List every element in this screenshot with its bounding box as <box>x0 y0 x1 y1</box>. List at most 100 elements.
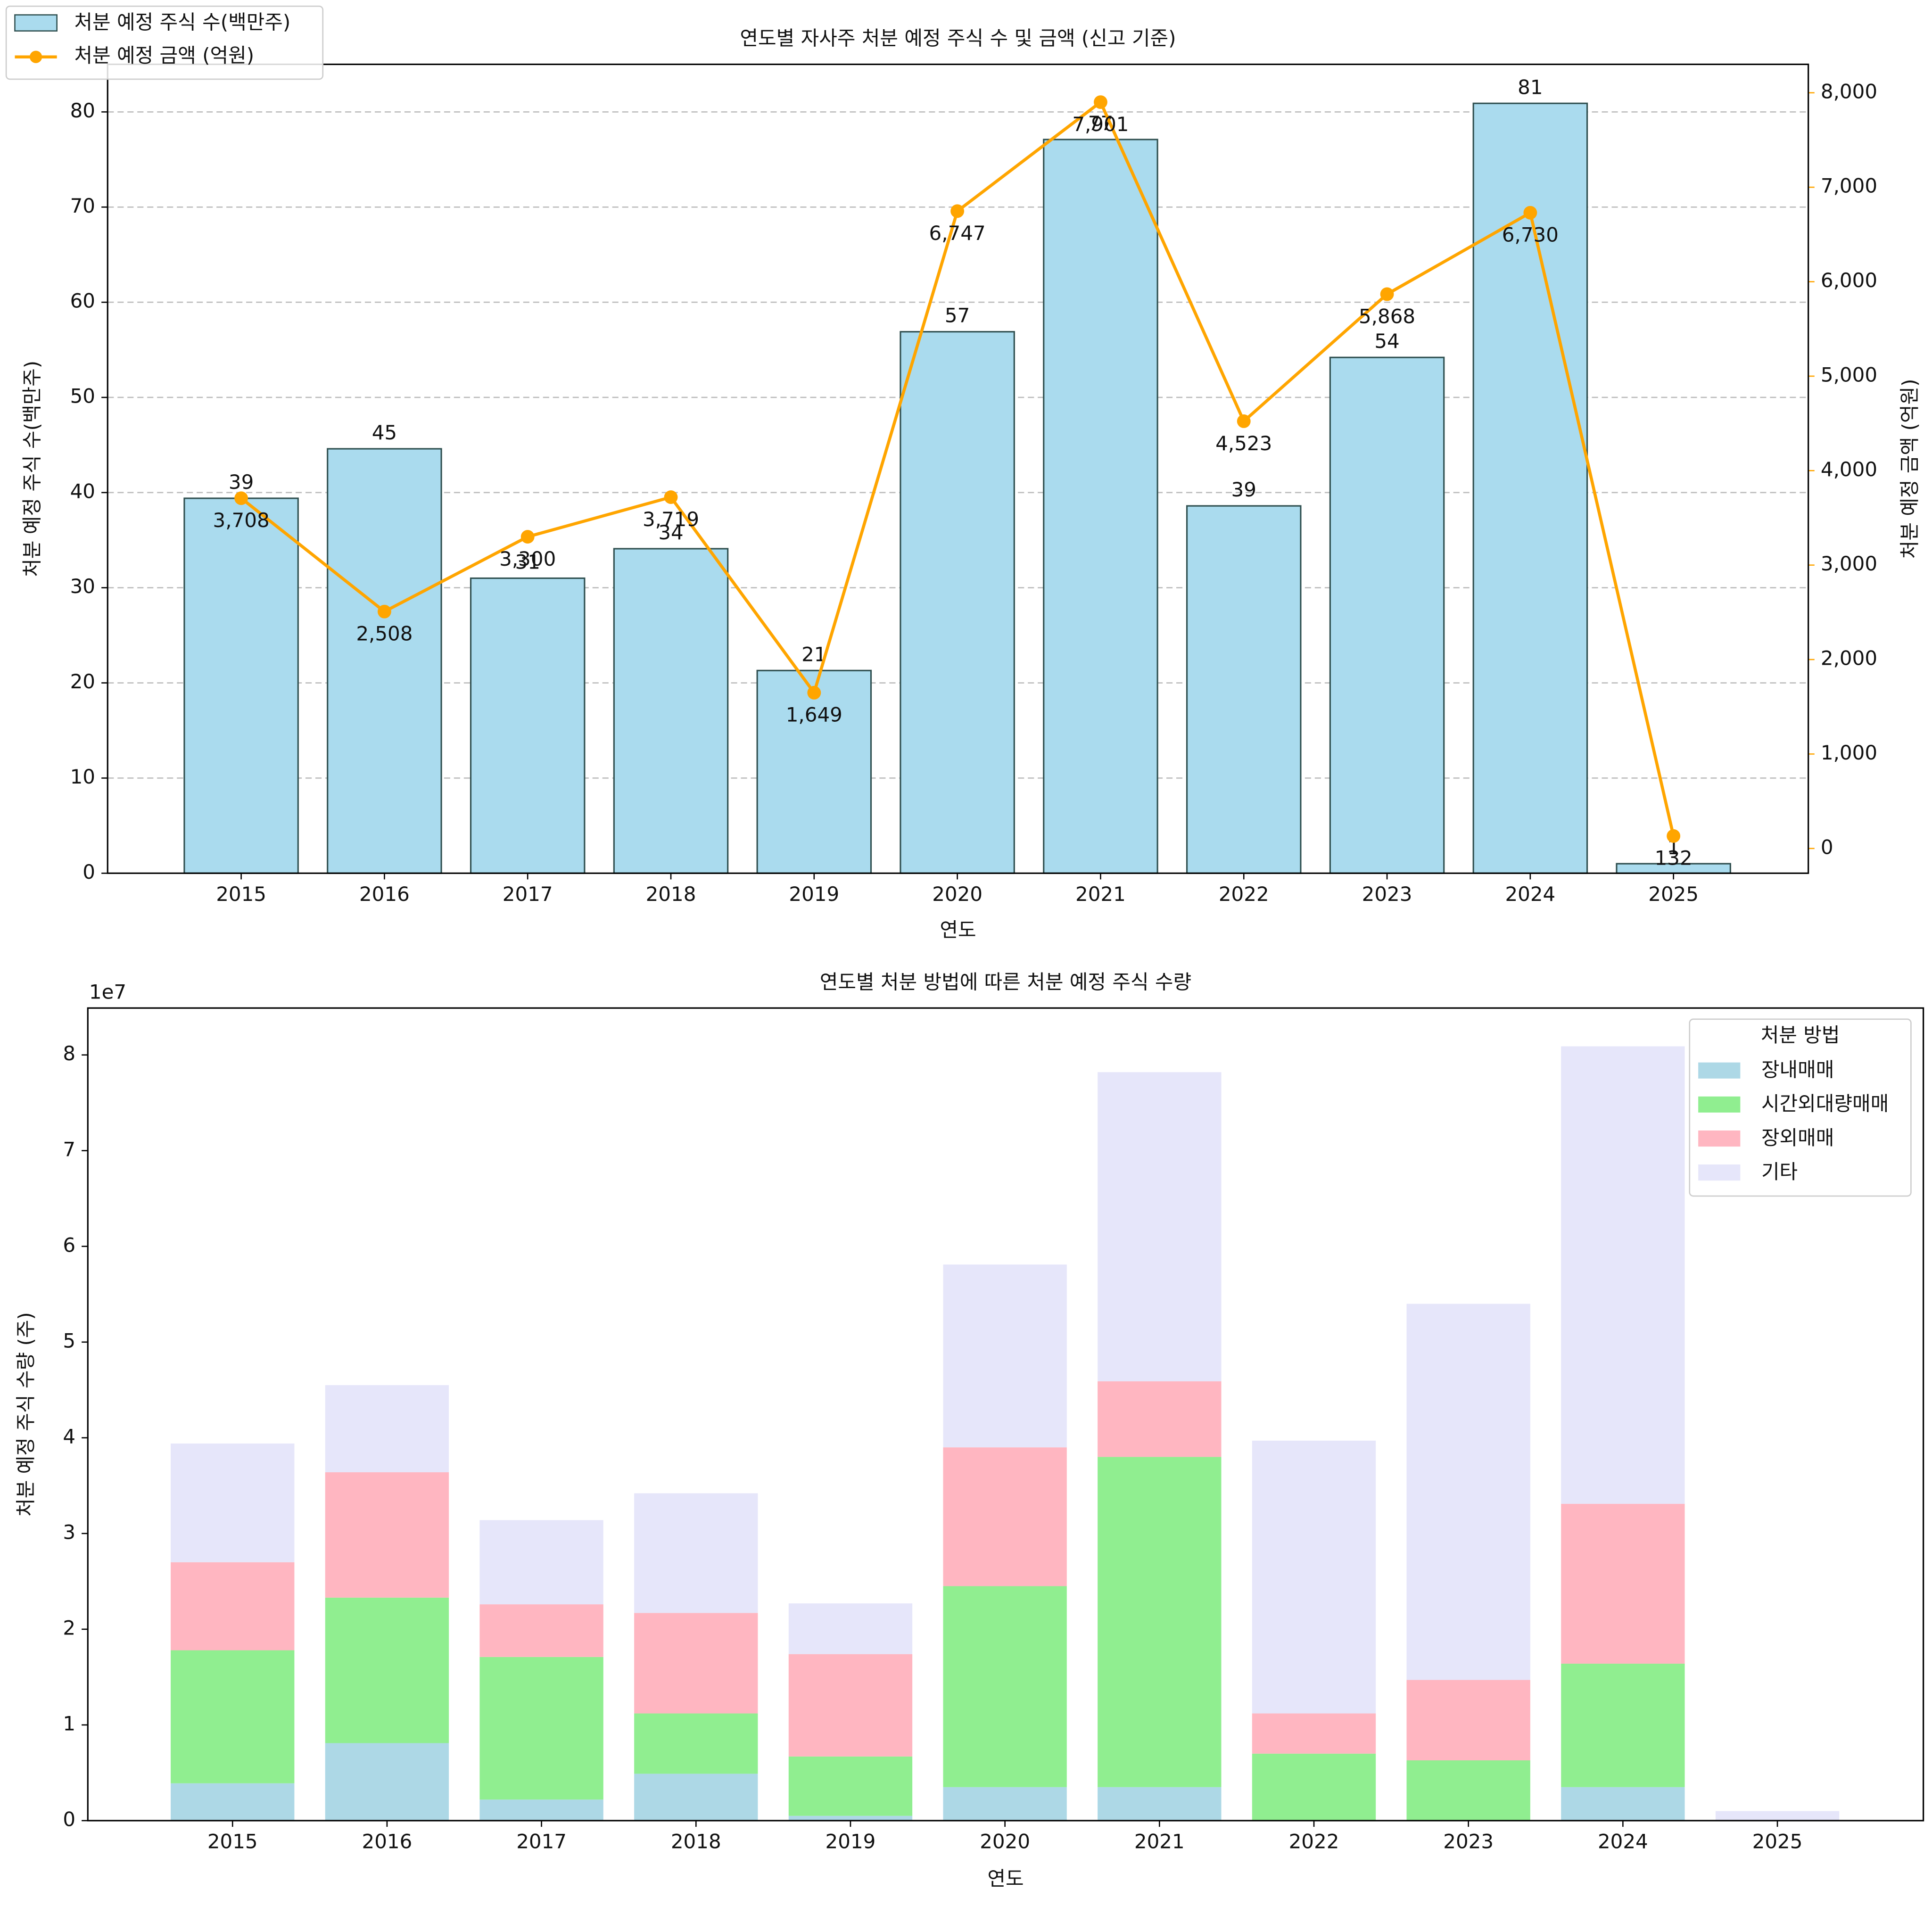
x-tick-label: 2025 <box>1752 1830 1803 1853</box>
plot-frame <box>87 1007 1924 1822</box>
chart-title: 연도별 자사주 처분 예정 주식 수 및 금액 (신고 기준) <box>740 27 1176 50</box>
bar-segment <box>1098 1787 1222 1821</box>
bar-segment <box>325 1385 449 1472</box>
legend-label: 처분 예정 주식 수(백만주) <box>74 10 290 33</box>
bar-value-label: 39 <box>1231 478 1256 501</box>
y-tick-label: 3 <box>63 1520 75 1543</box>
bar-value-label: 31 <box>515 551 540 574</box>
legend-label: 장외매매 <box>1761 1126 1834 1149</box>
bar-segment <box>1561 1046 1685 1504</box>
bar-segment <box>325 1472 449 1598</box>
bar-value-label: 39 <box>229 470 254 494</box>
legend-box <box>1689 1018 1912 1197</box>
bar-segment <box>479 1799 603 1821</box>
y-tick-label: 5 <box>63 1329 75 1352</box>
bar-segment <box>1715 1811 1840 1821</box>
legend-swatch <box>1698 1130 1741 1147</box>
legend-label: 처분 예정 금액 (억원) <box>74 44 254 67</box>
legend-label: 장내매매 <box>1761 1058 1834 1081</box>
plot-frame <box>107 63 1809 874</box>
legend-label: 기타 <box>1761 1160 1798 1183</box>
x-tick-label: 2022 <box>1219 883 1269 906</box>
y-tick-label: 80 <box>70 99 95 122</box>
line-value-label: 3,719 <box>643 508 699 531</box>
bar-segment <box>1098 1072 1222 1382</box>
legend-box <box>5 5 324 80</box>
y2-tick-label: 1,000 <box>1821 741 1877 764</box>
legend-marker <box>29 50 42 63</box>
bar-segment <box>1406 1760 1530 1821</box>
y-tick-label: 70 <box>70 194 95 217</box>
bar-value-label: 57 <box>945 304 970 327</box>
x-tick-label: 2023 <box>1362 883 1412 906</box>
legend-swatch <box>1698 1062 1741 1079</box>
bar <box>470 577 586 874</box>
y2-tick-label: 6,000 <box>1821 269 1877 292</box>
legend-swatch <box>1698 1096 1741 1113</box>
x-tick-label: 2015 <box>216 883 266 906</box>
bar-segment <box>1098 1381 1222 1457</box>
y-tick-label: 2 <box>63 1616 75 1639</box>
y-tick-label: 8 <box>63 1042 75 1065</box>
y-tick-label: 10 <box>70 765 95 788</box>
bar-segment <box>1561 1787 1685 1821</box>
y2-tick-label: 7,000 <box>1821 174 1877 198</box>
bar-segment <box>943 1787 1067 1821</box>
x-tick-label: 2019 <box>826 1830 876 1853</box>
bar-segment <box>788 1756 913 1816</box>
y-tick-label: 50 <box>70 384 95 407</box>
y-offset-label: 1e7 <box>89 980 126 1003</box>
line-value-label: 2,508 <box>356 622 413 645</box>
bar <box>1472 102 1588 874</box>
bar <box>900 331 1015 874</box>
legend-swatch <box>1698 1164 1741 1181</box>
bar-segment <box>479 1520 603 1605</box>
bar-segment <box>171 1650 295 1783</box>
y-tick-label: 6 <box>63 1233 75 1256</box>
bar-segment <box>788 1815 913 1821</box>
bar-segment <box>171 1562 295 1650</box>
bar-segment <box>325 1597 449 1743</box>
bar-segment <box>943 1264 1067 1448</box>
y-tick-label: 20 <box>70 670 95 693</box>
y2-tick-label: 5,000 <box>1821 363 1877 386</box>
x-tick-label: 2016 <box>359 883 410 906</box>
y-tick-label: 7 <box>63 1138 75 1161</box>
x-tick-label: 2024 <box>1505 883 1555 906</box>
line-value-label: 132 <box>1655 847 1693 870</box>
bar-segment <box>1406 1304 1530 1680</box>
line-value-label: 3,300 <box>499 547 556 570</box>
y2-tick-label: 3,000 <box>1821 552 1877 575</box>
y-tick-label: 60 <box>70 289 95 313</box>
x-tick-label: 2025 <box>1648 883 1699 906</box>
bar-segment <box>1252 1440 1376 1714</box>
y-tick-label: 1 <box>63 1712 75 1735</box>
bar-value-label: 45 <box>372 421 397 444</box>
line-value-label: 1,649 <box>786 703 842 726</box>
y-tick-label: 30 <box>70 575 95 598</box>
bar-segment <box>171 1444 295 1562</box>
line-marker <box>1380 287 1394 301</box>
bar-segment <box>171 1783 295 1821</box>
x-axis-label: 연도 <box>987 1867 1024 1890</box>
x-tick-label: 2015 <box>207 1830 258 1853</box>
bar-segment <box>1561 1503 1685 1664</box>
bar-segment <box>788 1603 913 1654</box>
bar-segment <box>479 1657 603 1800</box>
bar-segment <box>1561 1663 1685 1787</box>
x-tick-label: 2023 <box>1443 1830 1494 1853</box>
x-tick-label: 2021 <box>1075 883 1126 906</box>
line-marker <box>664 490 678 504</box>
x-tick-label: 2018 <box>646 883 696 906</box>
bar <box>1186 505 1302 874</box>
line-value-label: 6,730 <box>1502 223 1559 247</box>
y2-tick-label: 2,000 <box>1821 647 1877 670</box>
y-tick-label: 0 <box>83 860 95 883</box>
line-marker <box>234 491 248 505</box>
x-tick-label: 2020 <box>932 883 983 906</box>
bar <box>1329 356 1445 874</box>
legend-label: 시간외대량매매 <box>1761 1092 1889 1115</box>
line-marker <box>1667 829 1681 843</box>
x-tick-label: 2019 <box>789 883 839 906</box>
line-marker <box>377 604 391 619</box>
